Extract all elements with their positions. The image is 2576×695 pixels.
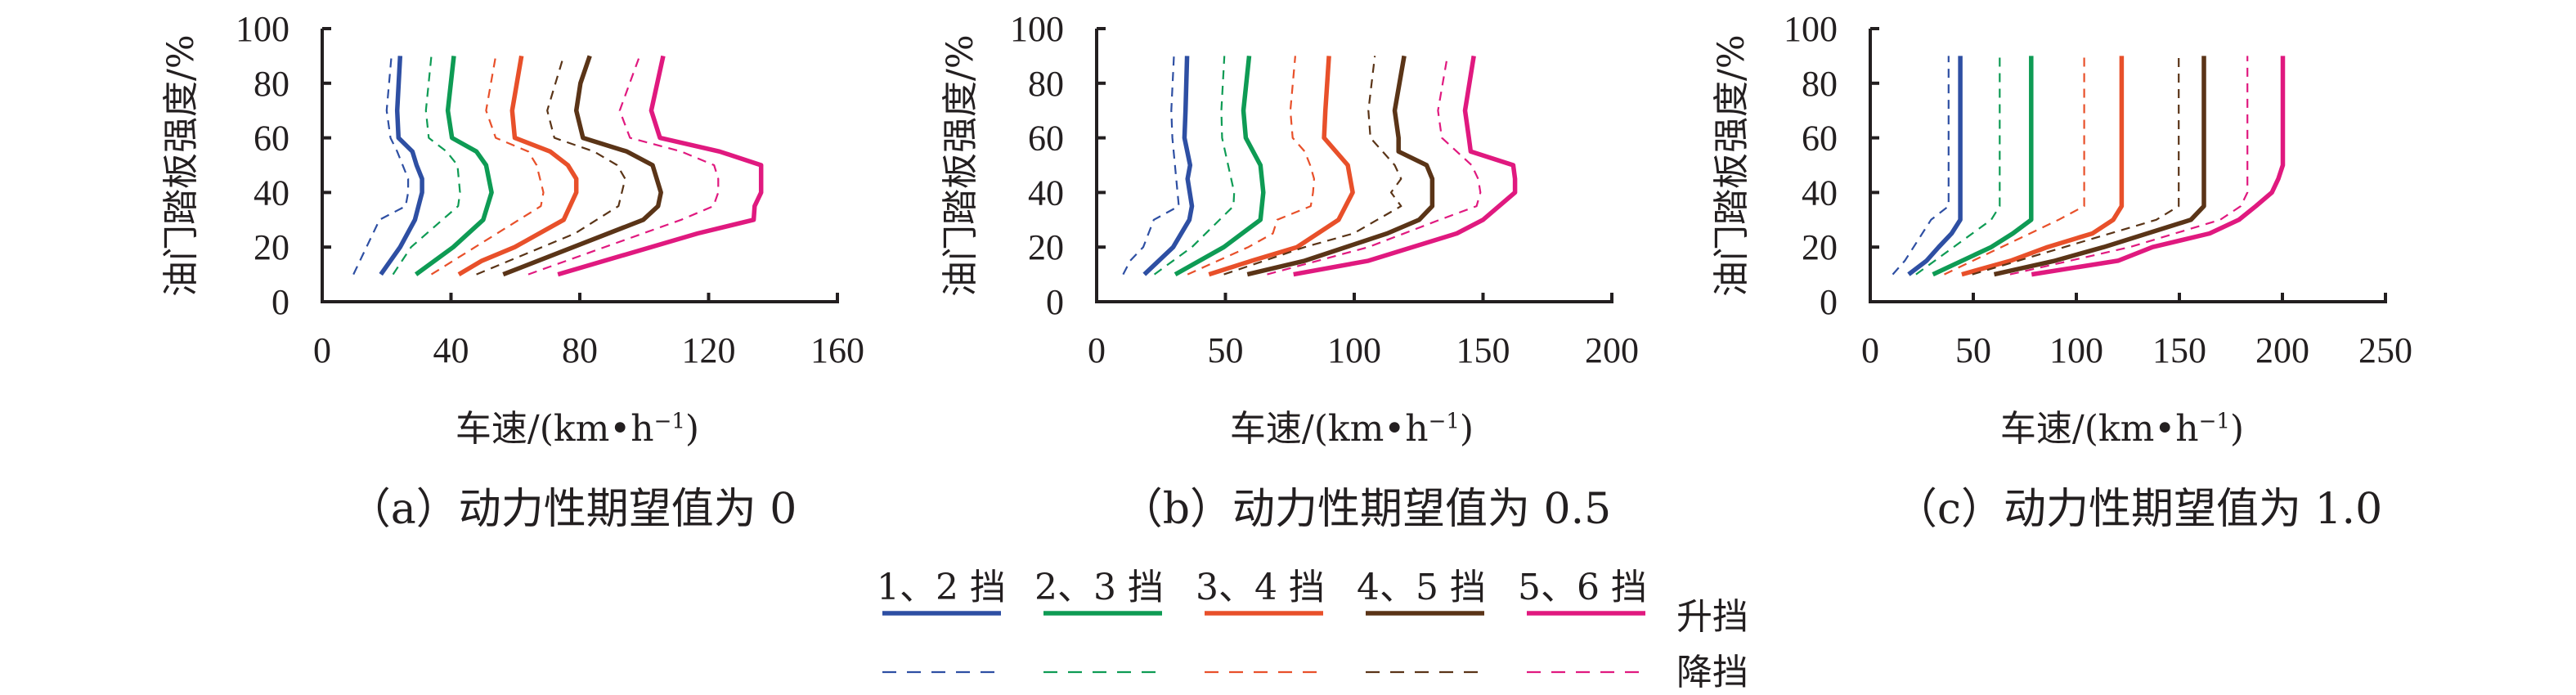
downshift-line-g12: [1122, 56, 1180, 276]
x-axis-label-b: 车速/(km•h−1): [1230, 399, 1474, 451]
x-axis-label-a: 车速/(km•h−1): [456, 399, 699, 451]
y-tick-label: 20: [254, 227, 289, 267]
legend-label-34: 3、4 挡: [1196, 567, 1325, 608]
x-axis-label-close: ): [684, 408, 700, 450]
x-axis-label-exponent: −1: [1428, 409, 1460, 434]
caption-a: （a）动力性期望值为 0: [348, 485, 797, 534]
caption-b: （b）动力性期望值为 0.5: [1120, 485, 1612, 534]
upshift-line-g12: [1142, 56, 1195, 276]
x-tick-label: 150: [1456, 330, 1510, 370]
upshift-line-g56: [1293, 55, 1518, 277]
x-tick-label: 0: [1861, 330, 1879, 370]
downshift-line-g12: [352, 56, 410, 276]
y-tick-label: 60: [254, 119, 289, 159]
chart-panel-a: 0 20 40 60 80 100 0 40 80 120 160: [236, 9, 864, 370]
x-tick-label: 100: [2049, 330, 2103, 370]
legend-downshift-label: 降挡: [1676, 652, 1748, 693]
y-tick-label: 80: [254, 64, 289, 104]
x-axis-label-text: 车速/(km•h: [1229, 408, 1429, 450]
upshift-line-g34: [457, 55, 579, 276]
x-axis-label-close: ): [1459, 408, 1474, 450]
legend-label-23: 2、3 挡: [1034, 567, 1164, 608]
y-tick-label: 80: [1802, 64, 1838, 104]
y-axis-label-c: 油门踏板强度/%: [1711, 34, 1752, 297]
x-axis-label-text: 车速/(km•h: [455, 408, 654, 450]
y-tick-label: 100: [236, 9, 289, 49]
chart-panel-b: 0 20 40 60 80 100 0 50 100 150 200: [1010, 9, 1639, 370]
y-axis-label-b: 油门踏板强度/%: [940, 34, 981, 297]
x-tick-label: 200: [2255, 330, 2309, 370]
upshift-line-g45: [1246, 55, 1435, 277]
y-tick-label: 100: [1010, 9, 1064, 49]
upshift-line-g23: [414, 56, 494, 276]
x-tick-label: 50: [1955, 330, 1991, 370]
x-axis-label-c: 车速/(km•h−1): [2000, 399, 2244, 451]
y-tick-label: 0: [1820, 282, 1838, 322]
y-tick-label: 0: [272, 282, 289, 322]
x-tick-label: 100: [1327, 330, 1381, 370]
downshift-line-g56: [527, 56, 720, 276]
caption-c: （c）动力性期望值为 1.0: [1894, 485, 2383, 534]
downshift-line-g23: [1915, 56, 2001, 276]
y-tick-label: 0: [1046, 282, 1064, 322]
upshift-line-g34: [1961, 56, 2125, 277]
y-tick-label: 80: [1028, 64, 1064, 104]
x-tick-label: 250: [2358, 330, 2412, 370]
downshift-line-g23: [1153, 56, 1236, 276]
upshift-line-g12: [1907, 56, 1963, 276]
x-tick-label: 160: [810, 330, 864, 370]
legend: [882, 611, 1645, 674]
upshift-line-g34: [1208, 56, 1355, 277]
upshift-line-g12: [379, 56, 424, 276]
x-tick-label: 0: [1088, 330, 1106, 370]
y-tick-label: 60: [1802, 119, 1838, 159]
y-tick-label: 40: [254, 173, 289, 213]
x-tick-label: 0: [313, 330, 331, 370]
x-tick-label: 120: [682, 330, 736, 370]
downshift-line-g56: [2009, 56, 2249, 276]
downshift-line-g12: [1892, 56, 1950, 276]
upshift-line-g23: [1174, 56, 1266, 276]
x-tick-label: 40: [433, 330, 469, 370]
upshift-line-g45: [1993, 56, 2206, 277]
y-tick-label: 40: [1028, 173, 1064, 213]
upshift-line-g45: [502, 55, 663, 277]
legend-label-56: 5、6 挡: [1518, 567, 1647, 608]
downshift-line-g34: [430, 56, 545, 276]
y-tick-label: 60: [1028, 119, 1064, 159]
x-tick-label: 80: [562, 330, 598, 370]
y-tick-label: 20: [1802, 227, 1838, 267]
legend-label-45: 4、5 挡: [1357, 567, 1486, 608]
legend-upshift-label: 升挡: [1676, 596, 1748, 638]
y-axis-label-a: 油门踏板强度/%: [160, 34, 202, 297]
legend-label-12: 1、2 挡: [877, 567, 1006, 608]
downshift-line-g56: [1267, 56, 1482, 276]
y-tick-label: 40: [1802, 173, 1838, 213]
y-tick-label: 100: [1784, 9, 1838, 49]
downshift-line-g23: [392, 56, 461, 276]
x-tick-label: 200: [1585, 330, 1639, 370]
upshift-line-g56: [2031, 56, 2286, 277]
upshift-line-g23: [1932, 56, 2034, 277]
y-tick-label: 20: [1028, 227, 1064, 267]
x-axis-label-text: 车速/(km•h: [1999, 408, 2199, 450]
downshift-line-g45: [1972, 56, 2180, 276]
x-tick-label: 150: [2152, 330, 2206, 370]
x-tick-label: 50: [1208, 330, 1244, 370]
x-axis-label-close: ): [2229, 408, 2245, 450]
x-axis-label-exponent: −1: [653, 409, 685, 434]
downshift-line-g34: [1944, 56, 2085, 276]
x-axis-label-exponent: −1: [2198, 409, 2230, 434]
chart-panel-c: 0 20 40 60 80 100 0 50 100 150 200 250: [1784, 9, 2412, 370]
downshift-line-g34: [1187, 56, 1316, 276]
downshift-line-g45: [1223, 56, 1402, 276]
upshift-line-g56: [557, 55, 764, 277]
downshift-line-g45: [476, 56, 626, 276]
